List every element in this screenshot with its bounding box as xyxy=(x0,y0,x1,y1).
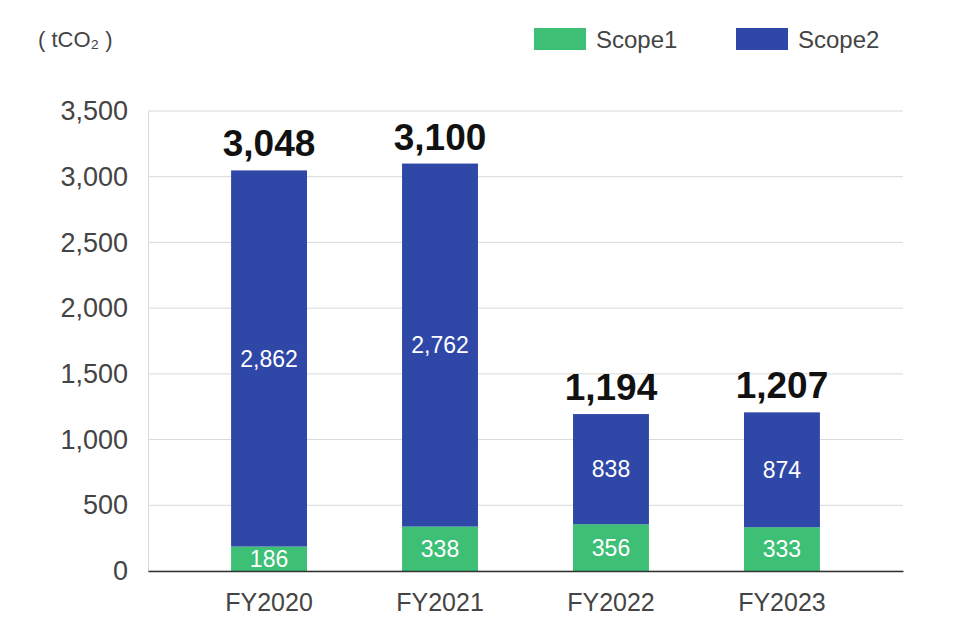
total-label: 1,207 xyxy=(736,365,829,406)
y-tick-label: 1,000 xyxy=(60,425,128,455)
legend: Scope1 Scope2 xyxy=(534,26,879,53)
data-labels: 186 338 356 333 2,862 2,762 838 874 xyxy=(240,332,801,572)
bar-segment xyxy=(402,164,478,527)
y-tick-label: 2,500 xyxy=(60,228,128,258)
data-label: 874 xyxy=(763,457,802,483)
total-label: 3,048 xyxy=(223,123,316,164)
total-labels: 3,048 3,100 1,194 1,207 xyxy=(223,117,829,409)
y-tick: 0 xyxy=(113,556,148,586)
x-tick: FY2022 xyxy=(567,571,655,616)
y-tick: 500 xyxy=(83,490,148,520)
y-tick: 3,500 xyxy=(60,96,148,126)
data-label: 356 xyxy=(592,535,630,561)
data-label: 333 xyxy=(763,536,801,562)
y-tick-label: 1,500 xyxy=(60,359,128,389)
bar-segment xyxy=(744,527,820,571)
x-tick-label: FY2021 xyxy=(396,588,484,616)
y-axis: 0 500 1,000 1,500 2,000 2,500 3,000 3,500 xyxy=(60,96,148,586)
total-label: 3,100 xyxy=(394,117,487,158)
y-tick-label: 0 xyxy=(113,556,128,586)
data-label: 2,762 xyxy=(411,332,469,358)
y-tick-label: 500 xyxy=(83,490,128,520)
y-tick: 3,000 xyxy=(60,162,148,192)
bars xyxy=(231,164,820,571)
x-tick-label: FY2020 xyxy=(225,588,313,616)
data-label: 838 xyxy=(592,456,630,482)
y-tick: 1,000 xyxy=(60,425,148,455)
legend-swatch xyxy=(534,28,586,50)
x-tick: FY2020 xyxy=(225,571,313,616)
legend-swatch xyxy=(736,28,788,50)
y-axis-title: ( tCO₂ ) xyxy=(38,27,113,52)
chart: 0 500 1,000 1,500 2,000 2,500 3,000 3,500 186 338… xyxy=(0,0,968,641)
y-tick-label: 3,500 xyxy=(60,96,128,126)
y-tick-label: 2,000 xyxy=(60,293,128,323)
total-label: 1,194 xyxy=(565,367,658,408)
x-axis-line xyxy=(149,571,904,573)
legend-label: Scope2 xyxy=(798,26,879,53)
bar-segment xyxy=(573,524,649,571)
data-label: 338 xyxy=(421,536,459,562)
grid xyxy=(148,111,903,571)
x-tick: FY2023 xyxy=(738,571,826,616)
y-tick: 2,500 xyxy=(60,228,148,258)
y-tick: 2,000 xyxy=(60,293,148,323)
y-tick-label: 3,000 xyxy=(60,162,128,192)
bar-segment xyxy=(744,412,820,527)
y-tick: 1,500 xyxy=(60,359,148,389)
data-label: 2,862 xyxy=(240,346,298,372)
x-tick-label: FY2022 xyxy=(567,588,655,616)
data-label: 186 xyxy=(250,546,288,572)
x-tick: FY2021 xyxy=(396,571,484,616)
bar-segment xyxy=(573,414,649,524)
bar-segment xyxy=(402,527,478,571)
grid-line xyxy=(148,111,903,112)
y-axis-line xyxy=(148,112,149,572)
x-axis: FY2020 FY2021 FY2022 FY2023 xyxy=(149,571,904,616)
legend-label: Scope1 xyxy=(596,26,677,53)
x-tick-label: FY2023 xyxy=(738,588,826,616)
bar-segment xyxy=(231,170,307,546)
